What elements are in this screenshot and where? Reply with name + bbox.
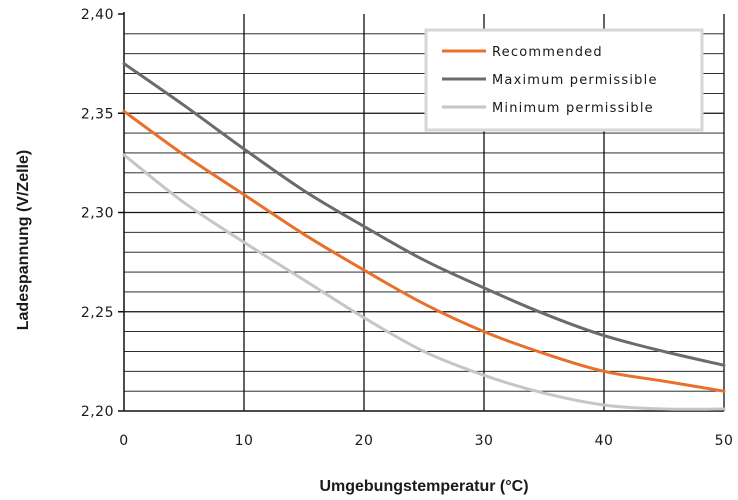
x-tick-label: 0 xyxy=(119,433,128,449)
series-line-maximum-permissible xyxy=(122,62,726,367)
x-tick-label: 10 xyxy=(235,433,254,449)
x-tick-label: 30 xyxy=(475,433,494,449)
series-group xyxy=(122,62,726,411)
y-tick-label: 2,40 xyxy=(81,7,114,23)
y-tick-label: 2,35 xyxy=(81,106,114,122)
y-tick-label: 2,25 xyxy=(81,305,114,321)
series-line-minimum-permissible xyxy=(122,153,726,411)
x-axis-title: Umgebungstemperatur (°C) xyxy=(319,478,528,495)
y-axis-title: Ladespannung (V/Zelle) xyxy=(15,150,32,330)
legend: Recommended Maximum permissible Minimum pe… xyxy=(424,28,704,132)
y-tick-label: 2,20 xyxy=(81,404,114,420)
legend-label: Recommended xyxy=(492,45,603,60)
y-tick-label: 2,30 xyxy=(81,206,114,222)
x-tick-label: 20 xyxy=(355,433,374,449)
series-line-recommended xyxy=(122,109,726,393)
x-tick-label: 50 xyxy=(715,433,734,449)
legend-label: Minimum permissible xyxy=(492,101,654,116)
legend-label: Maximum permissible xyxy=(492,73,658,88)
x-tick-label: 40 xyxy=(595,433,614,449)
tick-labels: 0 10 20 30 40 50 2,20 2,25 2,30 2,35 2,40 xyxy=(81,7,734,449)
axes xyxy=(118,12,724,412)
